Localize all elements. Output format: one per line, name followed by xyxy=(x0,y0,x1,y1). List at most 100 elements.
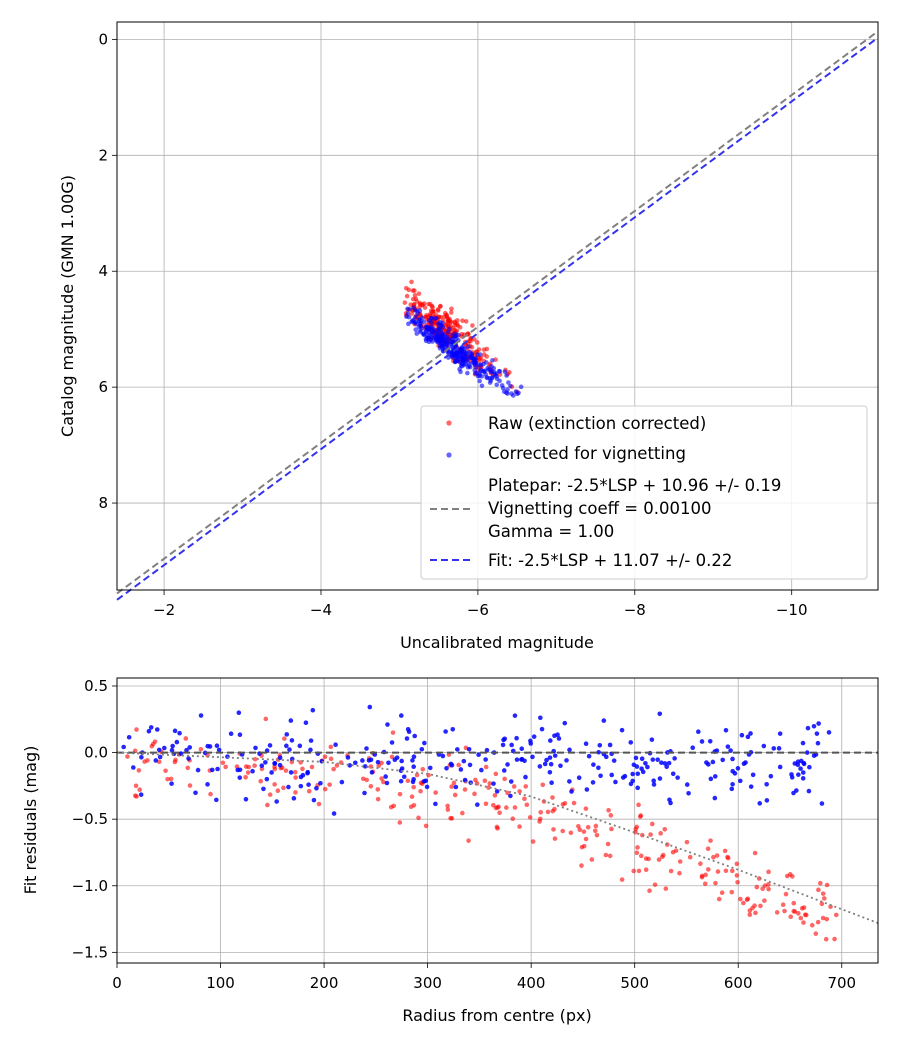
raw-point xyxy=(449,306,454,312)
corrected-point xyxy=(433,337,439,343)
corrected-residual-point xyxy=(552,733,557,739)
corrected-residual-point xyxy=(710,759,716,765)
corrected-residual-point xyxy=(777,731,783,736)
corrected-residual-point xyxy=(690,745,696,751)
corrected-residual-point xyxy=(462,777,468,783)
raw-residual-point xyxy=(300,766,305,772)
raw-residual-point xyxy=(606,807,611,813)
raw-residual-point xyxy=(581,829,587,834)
raw-residual-point xyxy=(309,764,315,770)
corrected-residual-point xyxy=(286,784,291,790)
bottom-x-tick-label: 600 xyxy=(724,974,753,992)
corrected-residual-point xyxy=(205,743,210,749)
corrected-residual-point xyxy=(596,749,601,755)
corrected-residual-point xyxy=(214,797,219,803)
raw-residual-point xyxy=(783,891,789,897)
top-plot-frame xyxy=(116,21,879,591)
bottom-grid xyxy=(116,678,878,963)
corrected-residual-point xyxy=(567,747,572,753)
corrected-residual-point xyxy=(364,746,369,751)
corrected-residual-point xyxy=(800,740,806,746)
corrected-residual-point xyxy=(318,780,323,786)
raw-point xyxy=(470,323,475,328)
corrected-residual-point xyxy=(448,761,454,767)
raw-residual-point xyxy=(433,790,438,795)
bottom-scatter-points xyxy=(121,704,839,942)
corrected-residual-point xyxy=(597,742,603,748)
raw-residual-point xyxy=(552,806,557,812)
raw-residual-point xyxy=(819,901,825,907)
corrected-residual-point xyxy=(287,747,292,752)
corrected-residual-point xyxy=(138,792,144,797)
raw-residual-point xyxy=(511,784,517,789)
corrected-residual-point xyxy=(645,764,650,770)
raw-residual-point xyxy=(133,783,139,789)
corrected-residual-point xyxy=(634,764,640,769)
corrected-residual-point xyxy=(475,802,480,807)
corrected-point xyxy=(410,318,415,324)
corrected-residual-point xyxy=(187,745,193,750)
raw-residual-point xyxy=(445,803,450,809)
raw-residual-point xyxy=(705,846,711,852)
corrected-residual-point xyxy=(306,782,311,787)
corrected-residual-point xyxy=(811,723,817,729)
raw-residual-point xyxy=(832,936,837,942)
corrected-residual-point xyxy=(422,740,427,746)
corrected-residual-point xyxy=(339,779,345,785)
bottom-y-axis-label: Fit residuals (mag) xyxy=(21,746,40,895)
corrected-residual-point xyxy=(392,757,398,763)
raw-residual-point xyxy=(608,813,614,818)
corrected-point xyxy=(506,380,511,385)
corrected-residual-point xyxy=(308,747,313,753)
corrected-residual-point xyxy=(725,744,731,749)
raw-residual-point xyxy=(550,795,555,800)
top-y-tick-label: 0 xyxy=(98,30,108,48)
corrected-residual-point xyxy=(514,735,519,741)
corrected-residual-point xyxy=(777,764,783,770)
raw-residual-point xyxy=(397,820,403,825)
raw-residual-point xyxy=(820,891,826,896)
corrected-residual-point xyxy=(686,791,691,796)
corrected-residual-point xyxy=(613,779,618,785)
corrected-residual-point xyxy=(649,737,655,742)
raw-residual-point xyxy=(824,882,830,888)
corrected-residual-point xyxy=(530,754,535,760)
raw-residual-point xyxy=(379,776,384,781)
raw-residual-point xyxy=(638,813,644,818)
raw-residual-point xyxy=(375,787,381,792)
corrected-residual-point xyxy=(639,756,645,762)
corrected-residual-point xyxy=(729,786,735,792)
corrected-residual-point xyxy=(389,740,395,745)
corrected-point xyxy=(443,342,448,348)
corrected-residual-point xyxy=(720,757,726,763)
corrected-point xyxy=(445,336,451,342)
corrected-point xyxy=(489,364,494,369)
raw-residual-point xyxy=(522,796,527,802)
corrected-residual-point xyxy=(259,763,265,769)
legend-corrected-label: Corrected for vignetting xyxy=(488,444,686,463)
corrected-residual-point xyxy=(410,758,415,763)
corrected-point xyxy=(465,370,470,376)
corrected-residual-point xyxy=(461,758,467,764)
corrected-residual-point xyxy=(228,731,234,737)
corrected-point xyxy=(423,336,429,342)
corrected-residual-point xyxy=(209,767,215,773)
corrected-point xyxy=(437,324,442,330)
corrected-residual-point xyxy=(590,780,596,785)
corrected-residual-point xyxy=(367,704,373,710)
corrected-residual-point xyxy=(501,768,507,773)
corrected-residual-point xyxy=(398,713,404,718)
corrected-residual-point xyxy=(650,757,656,762)
corrected-residual-point xyxy=(455,747,460,752)
corrected-residual-point xyxy=(611,758,617,763)
corrected-point xyxy=(494,382,500,388)
raw-residual-point xyxy=(780,902,786,908)
corrected-residual-point xyxy=(424,784,430,790)
corrected-residual-point xyxy=(706,762,711,767)
raw-residual-point xyxy=(272,782,277,787)
fit-line xyxy=(116,36,879,601)
corrected-point xyxy=(481,361,486,367)
corrected-residual-point xyxy=(562,720,568,726)
corrected-point xyxy=(469,356,475,361)
corrected-point xyxy=(407,306,412,312)
